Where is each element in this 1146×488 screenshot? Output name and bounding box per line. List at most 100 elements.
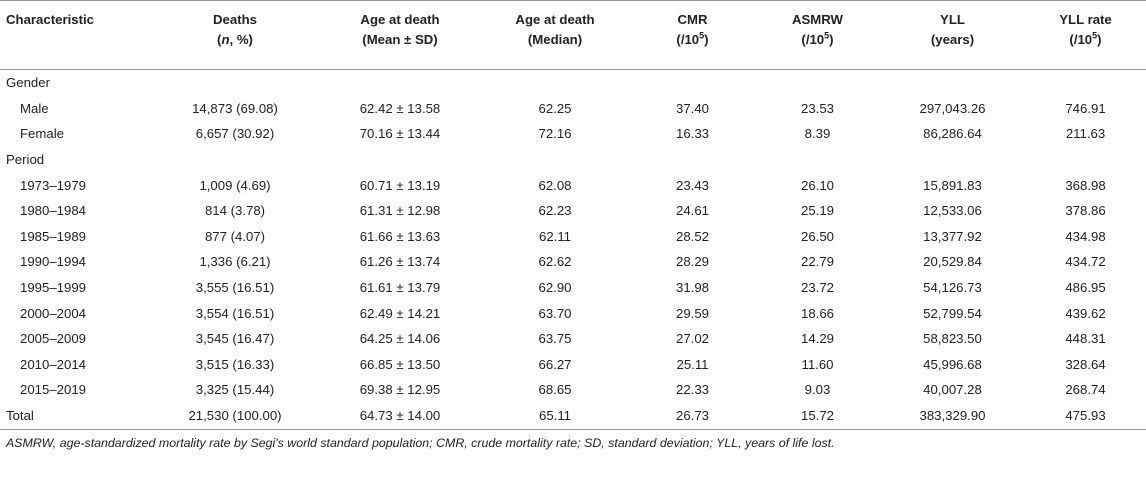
- age-mean-cell: 62.42 ± 13.58: [359, 100, 441, 116]
- deaths-cell: 3,554 (16.51): [195, 305, 275, 321]
- yllrate-exp: 5: [1092, 30, 1098, 41]
- group-label: Gender: [6, 75, 50, 91]
- cmr-cell: 24.61: [675, 203, 709, 219]
- age-median-cell: 62.25: [538, 100, 572, 116]
- asmrw-cell: 25.19: [800, 203, 834, 219]
- age-median-cell: 62.90: [538, 280, 572, 296]
- yll-rate-cell: 434.72: [1065, 254, 1106, 270]
- asmrw-cell: 23.72: [800, 280, 834, 296]
- yll-cell: 15,891.83: [923, 177, 982, 193]
- yll-cell: 45,996.68: [923, 356, 982, 372]
- table-header: Characteristic Deaths Age at death Age a…: [0, 0, 1146, 70]
- yll-rate-cell: 475.93: [1065, 408, 1106, 424]
- deaths-cell: 3,555 (16.51): [195, 280, 275, 296]
- asmrw-cell: 23.53: [800, 100, 834, 116]
- age-median-cell: 62.23: [538, 203, 572, 219]
- deaths-cell: 814 (3.78): [204, 203, 266, 219]
- yll-rate-cell: 486.95: [1065, 280, 1106, 296]
- age-mean-cell: 69.38 ± 12.95: [359, 382, 441, 398]
- age-median-cell: 62.62: [538, 254, 572, 270]
- mortality-table: Characteristic Deaths Age at death Age a…: [0, 0, 1146, 430]
- paren-open: (: [217, 32, 222, 47]
- yll-rate-cell: 439.62: [1065, 305, 1106, 321]
- age-mean-cell: 66.85 ± 13.50: [359, 356, 441, 372]
- asmrw-cell: 15.72: [800, 408, 834, 424]
- header-yll: YLL: [940, 12, 965, 27]
- table-body: Gender Male 14,873 (69.08) 62.42 ± 13.58 62…: [0, 70, 1146, 430]
- yll-rate-cell: 746.91: [1065, 100, 1106, 116]
- header-age-mean-sub: (Mean ± SD): [362, 32, 438, 47]
- yll-cell: 383,329.90: [919, 408, 986, 424]
- header-age-median: Age at death: [515, 12, 595, 27]
- age-mean-cell: 60.71 ± 13.19: [359, 177, 441, 193]
- age-median-cell: 63.75: [538, 331, 572, 347]
- cmr-cell: 31.98: [675, 280, 709, 296]
- yll-cell: 40,007.28: [923, 382, 982, 398]
- age-mean-cell: 61.26 ± 13.74: [359, 254, 441, 270]
- footnote: ASMRW, age-standardized mortality rate b…: [6, 436, 835, 450]
- header-cmr: CMR: [677, 12, 708, 27]
- deaths-cell: 14,873 (69.08): [192, 100, 278, 116]
- yll-rate-cell: 328.64: [1065, 356, 1106, 372]
- header-deaths: Deaths: [213, 12, 257, 27]
- deaths-cell: 3,545 (16.47): [195, 331, 275, 347]
- table-row: 1985–1989 877 (4.07) 61.66 ± 13.63 62.11 28.…: [0, 224, 1146, 250]
- yll-rate-cell: 211.63: [1065, 126, 1106, 142]
- table-row: 1990–1994 1,336 (6.21) 61.26 ± 13.74 62.62 2…: [0, 249, 1146, 275]
- yll-cell: 297,043.26: [919, 100, 986, 116]
- row-label: 2010–2014: [20, 356, 87, 372]
- header-characteristic: Characteristic: [6, 12, 94, 27]
- header-deaths-sub: (n, %): [150, 28, 320, 70]
- table-row: 2010–2014 3,515 (16.33) 66.85 ± 13.50 66.27…: [0, 352, 1146, 378]
- table-row: 2005–2009 3,545 (16.47) 64.25 ± 14.06 63.75…: [0, 326, 1146, 352]
- yll-cell: 20,529.84: [923, 254, 982, 270]
- table-row: Female 6,657 (30.92) 70.16 ± 13.44 72.16 16.…: [0, 121, 1146, 147]
- cmr-cell: 26.73: [675, 408, 709, 424]
- row-label: 1985–1989: [20, 228, 87, 244]
- table-row: 2000–2004 3,554 (16.51) 62.49 ± 14.21 63.70…: [0, 300, 1146, 326]
- yll-rate-cell: 448.31: [1065, 331, 1106, 347]
- group-row-gender: Gender: [0, 70, 1146, 96]
- age-median-cell: 62.08: [538, 177, 572, 193]
- header-characteristic-blank: [0, 28, 150, 70]
- row-label: 2000–2004: [20, 305, 87, 321]
- cmr-unit: (/10: [676, 32, 700, 47]
- asmrw-cell: 18.66: [800, 305, 834, 321]
- age-median-cell: 66.27: [538, 356, 572, 372]
- table-row: 1995–1999 3,555 (16.51) 61.61 ± 13.79 62.90…: [0, 275, 1146, 301]
- yll-cell: 54,126.73: [923, 280, 982, 296]
- yll-rate-cell: 268.74: [1065, 382, 1106, 398]
- asmrw-cell: 26.10: [800, 177, 834, 193]
- age-median-cell: 62.11: [538, 228, 572, 244]
- yll-cell: 13,377.92: [923, 228, 982, 244]
- deaths-cell: 1,336 (6.21): [199, 254, 271, 270]
- table-row: 1980–1984 814 (3.78) 61.31 ± 12.98 62.23 24.…: [0, 198, 1146, 224]
- age-mean-cell: 61.31 ± 12.98: [359, 203, 441, 219]
- age-mean-cell: 61.66 ± 13.63: [359, 228, 441, 244]
- asmrw-unit: (/10: [801, 32, 825, 47]
- age-mean-cell: 70.16 ± 13.44: [359, 126, 441, 142]
- header-yll-rate: YLL rate: [1059, 12, 1112, 27]
- group-label: Period: [6, 152, 45, 168]
- asmrw-cell: 22.79: [800, 254, 834, 270]
- deaths-cell: 3,325 (15.44): [195, 382, 275, 398]
- table-row: 1973–1979 1,009 (4.69) 60.71 ± 13.19 62.08 2…: [0, 172, 1146, 198]
- table-row-total: Total 21,530 (100.00) 64.73 ± 14.00 65.11 26…: [0, 403, 1146, 430]
- asmrw-cell: 8.39: [804, 126, 831, 142]
- header-asmrw-sub: (/105): [755, 28, 880, 70]
- cmr-cell: 25.11: [676, 356, 709, 372]
- cmr-cell: 16.33: [675, 126, 709, 142]
- cmr-cell: 22.33: [675, 382, 709, 398]
- header-age-mean: Age at death: [360, 12, 440, 27]
- row-label: 2005–2009: [20, 331, 87, 347]
- yll-rate-cell: 434.98: [1065, 228, 1106, 244]
- cmr-cell: 28.29: [675, 254, 709, 270]
- asmrw-close: ): [829, 32, 834, 47]
- age-mean-cell: 61.61 ± 13.79: [359, 280, 441, 296]
- age-median-cell: 72.16: [538, 126, 572, 142]
- cmr-cell: 28.52: [675, 228, 709, 244]
- row-label: 1990–1994: [20, 254, 87, 270]
- age-median-cell: 63.70: [538, 305, 572, 321]
- age-median-cell: 68.65: [538, 382, 572, 398]
- age-mean-cell: 62.49 ± 14.21: [359, 305, 441, 321]
